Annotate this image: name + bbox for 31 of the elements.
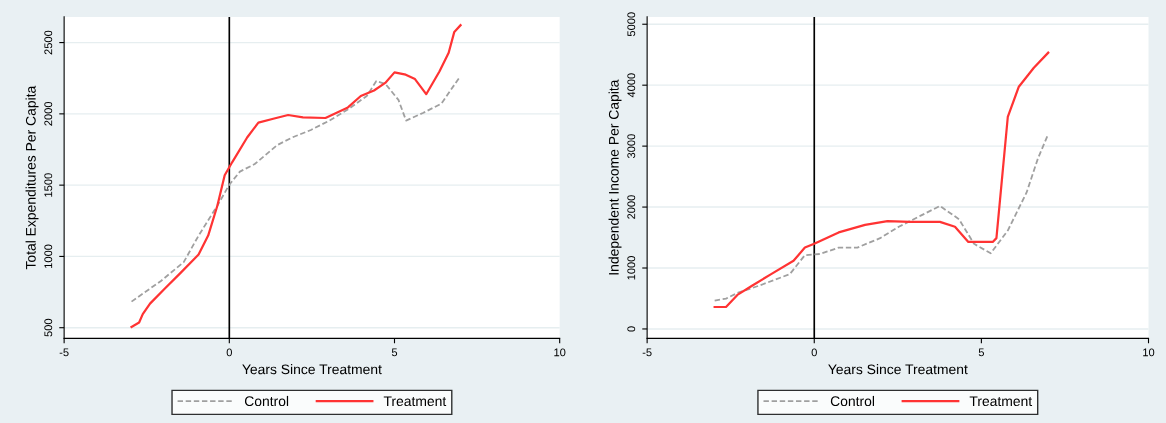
y-tick-label: 4000	[627, 73, 636, 98]
legend-label: Control	[830, 395, 875, 407]
y-tick-label: 500	[44, 318, 53, 337]
line-series	[713, 51, 1050, 309]
line-series	[130, 76, 461, 303]
x-tick-label: 10	[1143, 348, 1155, 357]
legend-label: Control	[244, 395, 289, 407]
y-tick-label: 1000	[44, 244, 53, 268]
y-tick-label: 2500	[44, 30, 53, 55]
y-tick-label: 2000	[627, 195, 636, 219]
x-tick-label: -5	[59, 348, 69, 357]
x-tick-label: 0	[811, 348, 817, 357]
y-axis-title: Independent Income Per Capita	[608, 79, 622, 275]
y-tick-label: 5000	[627, 12, 636, 37]
line-series	[130, 24, 462, 329]
y-axis-title: Total Expenditures Per Capita	[25, 85, 39, 270]
y-tick-label: 1500	[44, 173, 53, 197]
y-tick-label: 1000	[627, 256, 636, 280]
y-tick-label: 2000	[44, 101, 53, 126]
y-tick-label: 0	[627, 326, 636, 332]
x-axis-title: Years Since Treatment	[828, 364, 968, 375]
legend-label: Treatment	[383, 396, 447, 407]
x-tick-label: 5	[391, 348, 398, 357]
x-tick-label: 10	[554, 348, 566, 357]
x-tick-label: 5	[978, 348, 985, 357]
y-tick-label: 3000	[627, 134, 636, 159]
legend-label: Treatment	[969, 396, 1033, 407]
x-tick-label: -5	[642, 348, 652, 357]
x-tick-label: 0	[226, 348, 232, 357]
x-axis-title: Years Since Treatment	[242, 364, 382, 375]
line-series	[713, 133, 1050, 302]
